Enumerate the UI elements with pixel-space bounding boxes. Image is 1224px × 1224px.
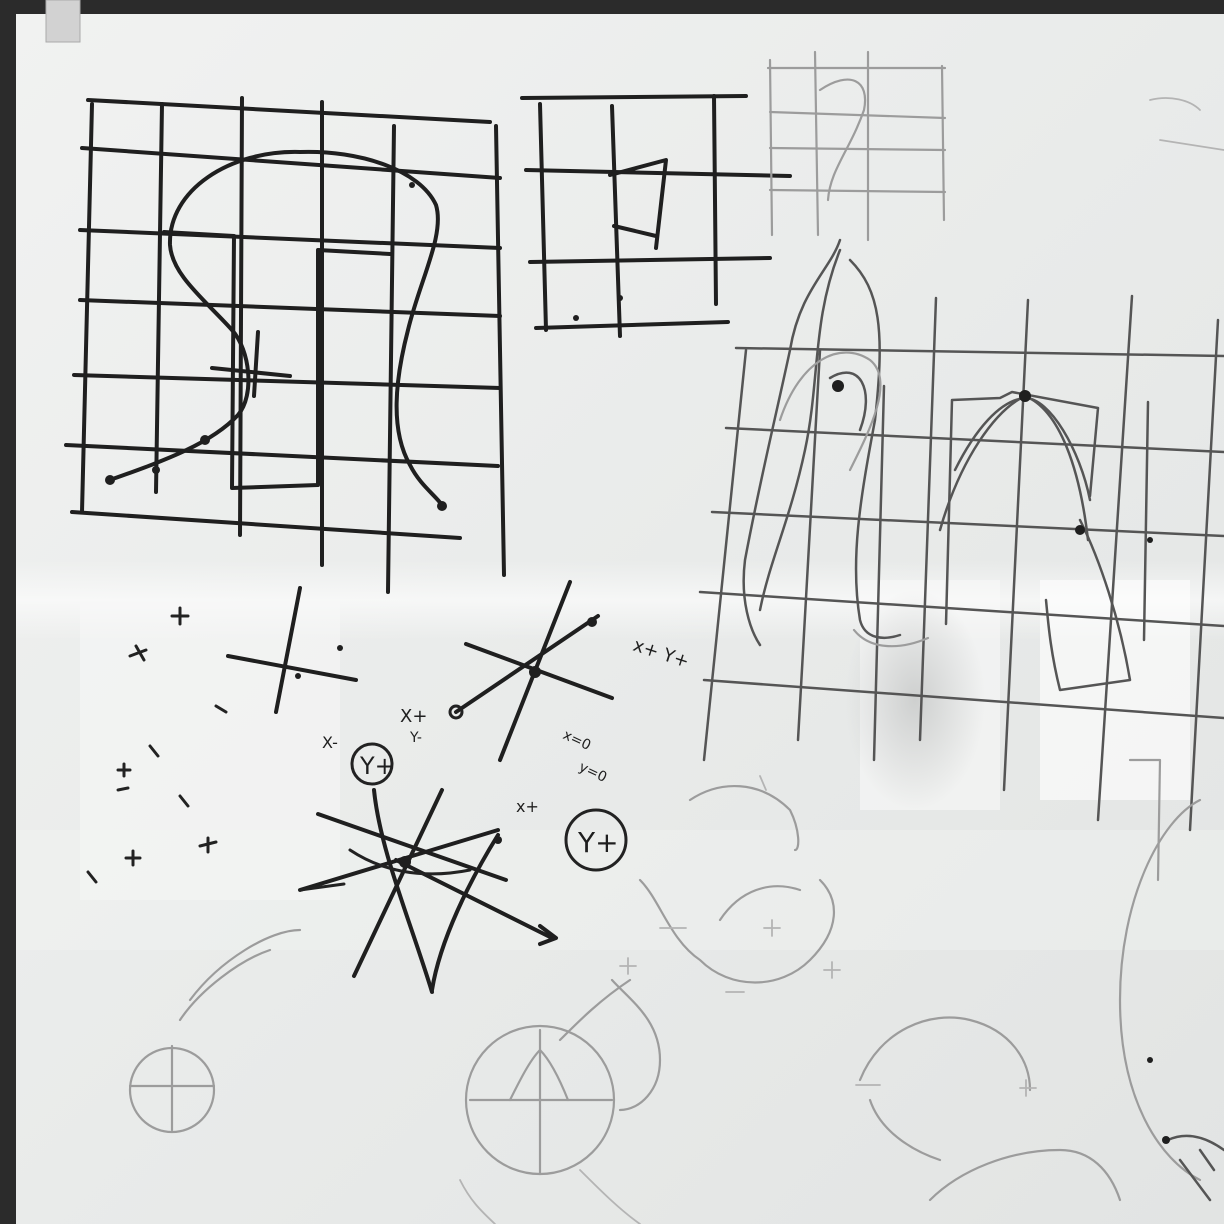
grid-sketch-right [698,238,1224,832]
scattered-marks [86,606,346,892]
circled-label-2: Y+ [577,826,619,859]
mark-y-minus: Y- [409,730,422,746]
circled-label-1: Y+ [359,752,395,780]
erased-circle-sketches [128,758,1224,1224]
mark-x-minus: X- [322,733,338,752]
grid-sketch-large [64,96,506,594]
erased-grid-top-right [766,50,1224,242]
axes-sketches [226,580,628,994]
clip-holder [45,0,81,43]
mark-x-plus: X+ [400,706,427,727]
grid-sketch-small [520,94,792,338]
mark-x-plus-2: x+ [516,797,539,816]
